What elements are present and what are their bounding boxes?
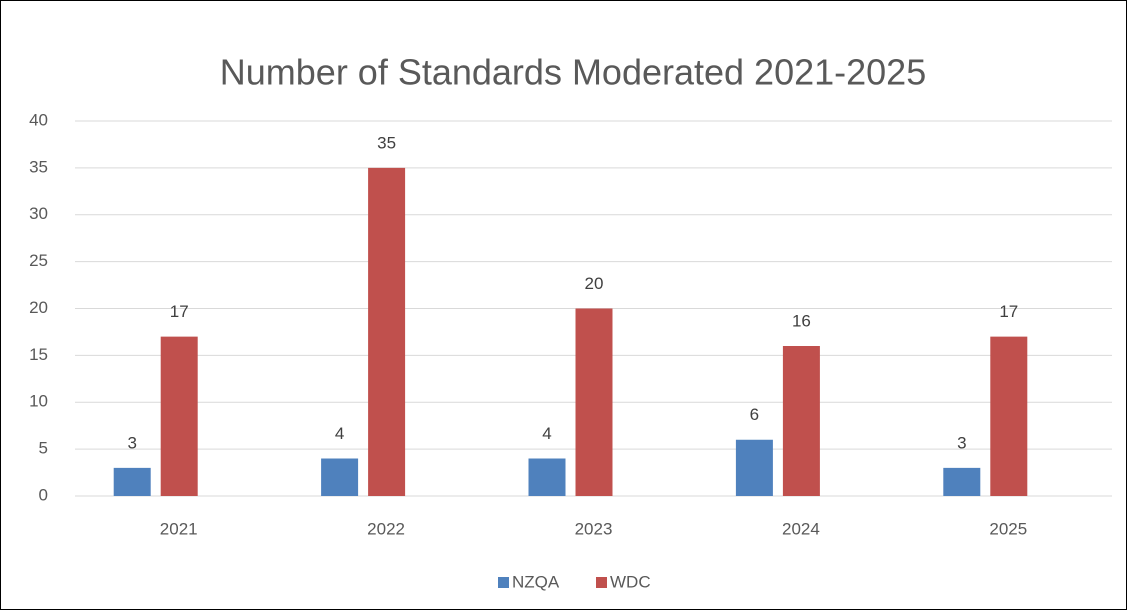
y-tick-label: 30 <box>29 204 48 223</box>
data-label: 3 <box>957 433 966 452</box>
bar <box>943 467 981 496</box>
data-label: 4 <box>335 424 344 443</box>
bar <box>575 308 613 496</box>
y-tick-label: 0 <box>39 485 48 504</box>
y-tick-label: 35 <box>29 157 48 176</box>
chart-title: Number of Standards Moderated 2021-2025 <box>220 52 926 93</box>
y-tick-label: 5 <box>39 439 48 458</box>
bar <box>990 336 1028 496</box>
data-label: 35 <box>377 133 396 152</box>
y-tick-label: 10 <box>29 392 48 411</box>
bar <box>321 458 359 496</box>
legend-swatch <box>596 577 607 588</box>
y-tick-label: 20 <box>29 298 48 317</box>
data-label: 3 <box>127 433 136 452</box>
data-label: 20 <box>585 274 604 293</box>
legend-label: WDC <box>610 572 651 591</box>
bar <box>368 167 406 496</box>
y-tick-label: 15 <box>29 345 48 364</box>
bar <box>160 336 198 496</box>
y-tick-label: 25 <box>29 251 48 270</box>
x-tick-label: 2021 <box>160 519 198 538</box>
data-label: 17 <box>999 302 1018 321</box>
bar <box>735 439 773 496</box>
legend-label: NZQA <box>512 572 560 591</box>
legend-swatch <box>498 577 509 588</box>
x-tick-label: 2024 <box>782 519 820 538</box>
bar <box>528 458 566 496</box>
bar <box>113 467 151 496</box>
bar <box>782 346 820 496</box>
x-tick-label: 2022 <box>367 519 405 538</box>
y-tick-label: 40 <box>29 110 48 129</box>
x-tick-label: 2025 <box>989 519 1027 538</box>
data-label: 6 <box>750 405 759 424</box>
data-label: 17 <box>170 302 189 321</box>
data-label: 16 <box>792 311 811 330</box>
x-tick-label: 2023 <box>575 519 613 538</box>
data-label: 4 <box>542 424 551 443</box>
